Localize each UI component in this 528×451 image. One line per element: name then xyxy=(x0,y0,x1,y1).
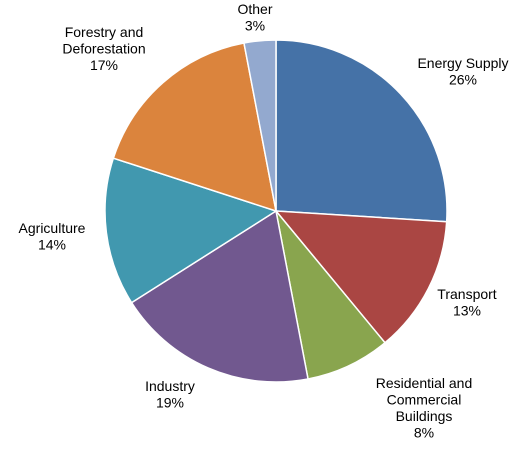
pie-slice-industry xyxy=(130,209,309,383)
pie-label-name: Deforestation xyxy=(62,41,145,57)
pie-label-percent: 13% xyxy=(453,303,481,319)
pie-label-percent: 19% xyxy=(156,395,184,411)
pie-slice-energy-supply xyxy=(275,39,448,223)
pie-label-name: Commercial xyxy=(387,392,462,408)
pie-label-residential-and-commercial-buildings: Residential and Commercial Buildings 8% xyxy=(376,375,473,441)
pie-label-percent: 17% xyxy=(90,57,118,73)
pie-slice-transport xyxy=(274,210,448,344)
pie-slice-agriculture xyxy=(104,157,278,304)
pie-label-forestry-and-deforestation: Forestry and Deforestation 17% xyxy=(62,24,145,73)
pie-label-percent: 3% xyxy=(245,18,265,34)
pie-label-agriculture: Agriculture 14% xyxy=(19,220,86,253)
pie-label-name: Buildings xyxy=(396,408,453,424)
pie-label-energy-supply: Energy Supply 26% xyxy=(417,55,508,88)
pie-label-name: Transport xyxy=(437,286,497,302)
pie-label-name: Forestry and xyxy=(65,24,144,40)
pie-label-name: Agriculture xyxy=(19,220,86,236)
pie-slice-forestry-and-deforestation xyxy=(112,42,277,213)
pie-label-name: Energy Supply xyxy=(417,55,508,71)
pie-label-percent: 26% xyxy=(449,72,477,88)
pie-label-percent: 14% xyxy=(38,237,66,253)
slices-layer xyxy=(104,39,448,383)
pie-label-other: Other 3% xyxy=(237,1,272,34)
pie-label-name: Other xyxy=(237,1,272,17)
pie-label-name: Industry xyxy=(145,378,195,394)
pie-slice-other xyxy=(243,39,277,212)
pie-label-transport: Transport 13% xyxy=(437,286,497,319)
pie-label-industry: Industry 19% xyxy=(145,378,195,411)
labels-layer: Energy Supply 26% Transport 13% Residential … xyxy=(19,1,509,441)
pie-label-name: Residential and xyxy=(376,375,473,391)
pie-label-percent: 8% xyxy=(414,425,434,441)
